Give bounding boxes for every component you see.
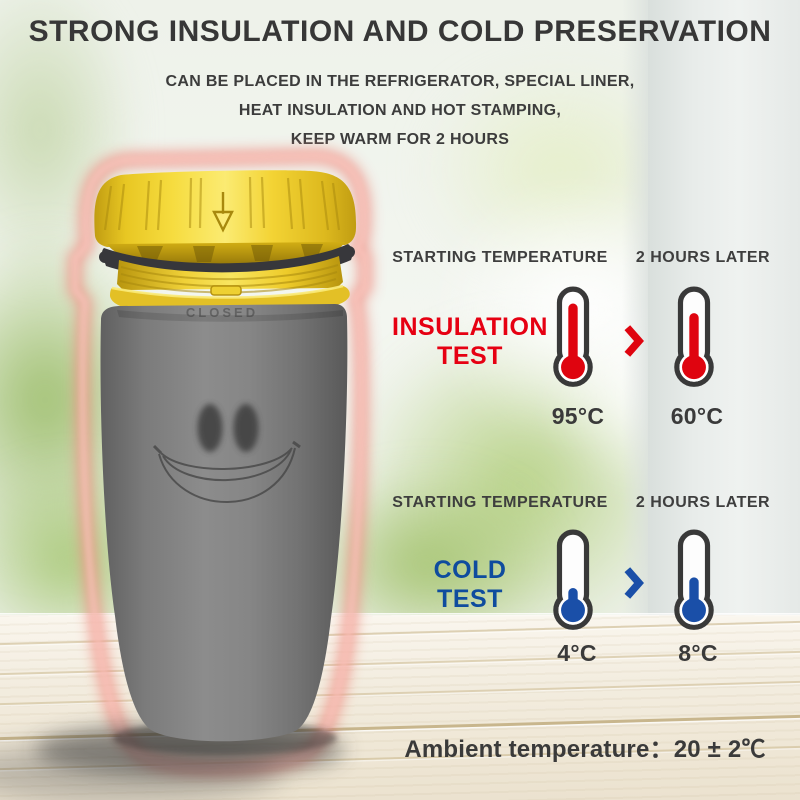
cold-end-header: 2 HOURS LATER [635, 494, 771, 511]
cold-test-label: COLD TEST [433, 556, 507, 613]
tumbler-product-image: CLOSED [0, 149, 372, 800]
ambient-temperature-note: Ambient temperature：20 ± 2℃ [402, 729, 768, 764]
red-glow-halo [68, 149, 372, 775]
thermometer-cold-end-icon [674, 529, 714, 630]
insulation-end-header: 2 HOURS LATER [635, 249, 771, 266]
cold-start-header: STARTING TEMPERATURE [392, 494, 608, 511]
subtitle-line: KEEP WARM FOR 2 HOURS [290, 131, 510, 148]
wall-panel [648, 0, 800, 625]
arrow-right-icon [624, 325, 644, 357]
subtitle-line: CAN BE PLACED IN THE REFRIGERATOR, SPECI… [165, 73, 635, 90]
thermometer-hot-start-icon [553, 286, 593, 387]
page-title: STRONG INSULATION AND COLD PRESERVATION [28, 15, 772, 48]
thermometer-cold-start-icon [553, 529, 593, 630]
threaded-collar [110, 256, 350, 308]
lid-cap [94, 170, 357, 247]
lid-open-arrow-icon [212, 192, 234, 233]
cold-end-temp: 8°C [678, 640, 718, 666]
subtitle-line: HEAT INSULATION AND HOT STAMPING, [238, 102, 562, 119]
lid [94, 170, 357, 265]
insulation-test-label: INSULATION TEST [392, 313, 548, 370]
arrow-right-icon [624, 567, 644, 599]
ambient-value: 20 ± 2℃ [673, 736, 766, 763]
page-subtitle: CAN BE PLACED IN THE REFRIGERATOR, SPECI… [0, 67, 800, 154]
insulation-start-temp: 95°C [551, 403, 605, 429]
collar-flange [110, 286, 350, 308]
ambient-label: Ambient temperature： [404, 736, 674, 763]
lid-state-text: CLOSED [186, 305, 258, 320]
table-horizon [0, 613, 800, 617]
insulation-start-header: STARTING TEMPERATURE [392, 249, 608, 266]
lid-underside [107, 242, 345, 265]
insulation-end-temp: 60°C [670, 403, 724, 429]
tumbler-body: CLOSED [100, 304, 348, 742]
smiley-banana-smile [152, 440, 301, 503]
thermometer-hot-end-icon [674, 286, 714, 387]
smiley-eyes [197, 404, 259, 452]
wall-edge-fade [622, 0, 652, 625]
lid-ribs [103, 176, 341, 231]
cold-start-temp: 4°C [557, 640, 597, 666]
collar-notch [210, 285, 242, 296]
